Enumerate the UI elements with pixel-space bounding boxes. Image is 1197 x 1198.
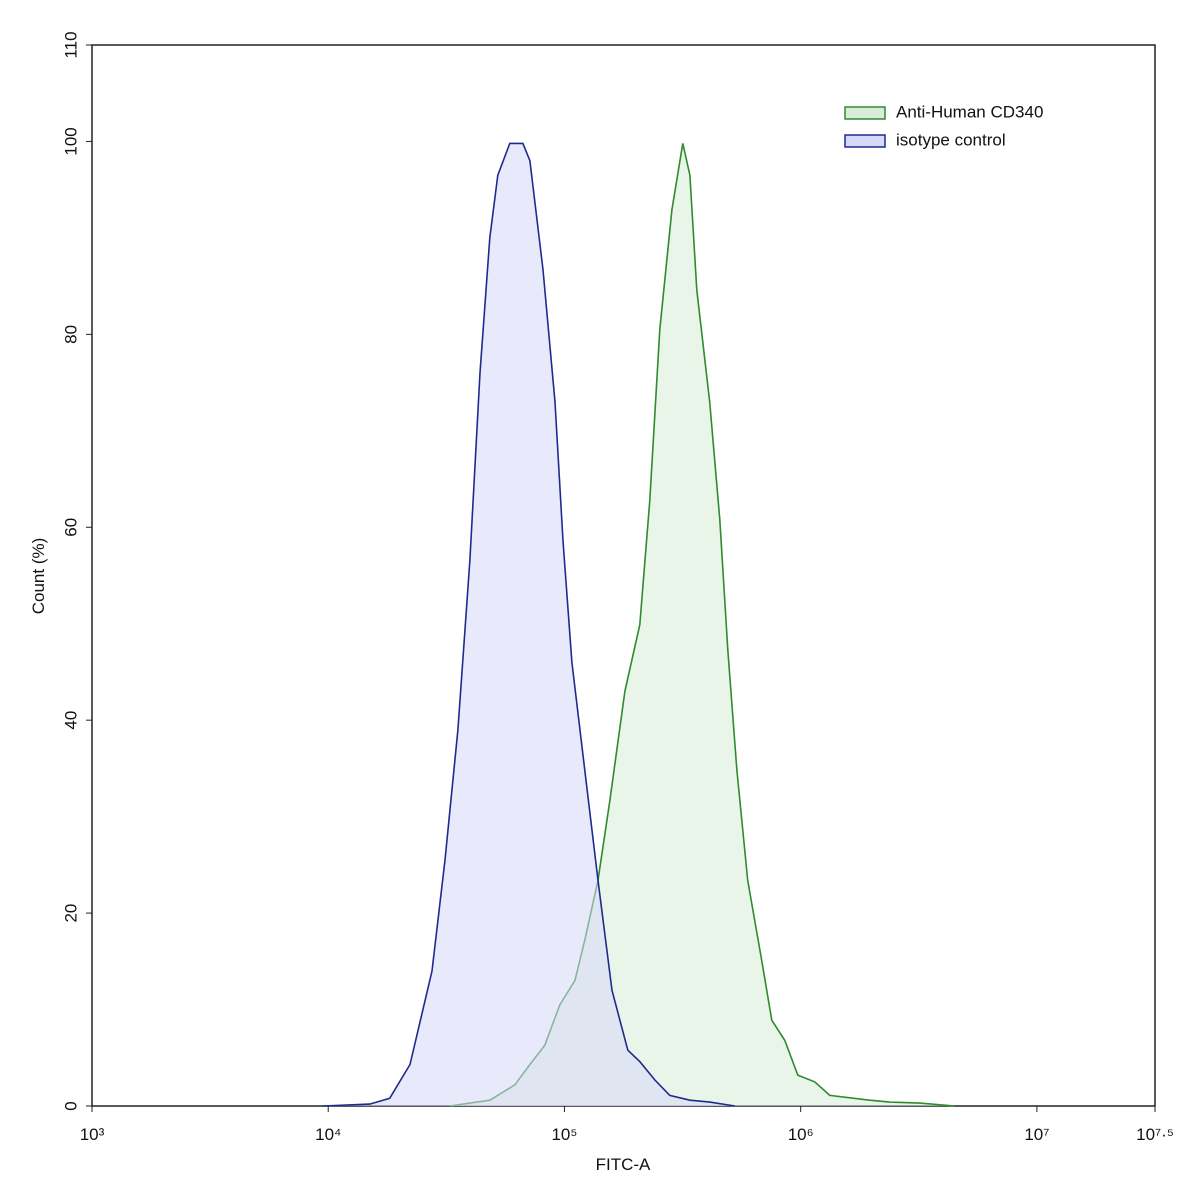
y-tick-label: 110: [61, 31, 80, 58]
legend-swatch: [844, 134, 886, 148]
x-tick-label: 10⁶: [788, 1125, 814, 1144]
area: [323, 143, 735, 1106]
y-tick-label: 0: [61, 1101, 80, 1110]
x-tick-label: 10⁷: [1024, 1125, 1049, 1144]
x-tick-label: 10³: [80, 1125, 105, 1144]
y-tick-label: 40: [61, 711, 80, 730]
x-tick-label: 10⁴: [315, 1125, 341, 1144]
area: [449, 143, 955, 1106]
y-tick-label: 20: [61, 904, 80, 923]
x-axis-label: FITC-A: [596, 1155, 651, 1174]
legend-label: isotype control: [896, 130, 1006, 149]
y-tick-label: 60: [61, 518, 80, 537]
legend-swatch: [844, 106, 886, 120]
x-tick-label: 10⁷·⁵: [1136, 1125, 1174, 1144]
y-tick-label: 100: [61, 127, 80, 155]
y-tick-label: 80: [61, 325, 80, 344]
line: [322, 142, 735, 1107]
legend-label: Anti-Human CD340: [896, 102, 1043, 121]
y-axis-label: Count (%): [29, 538, 48, 615]
x-tick-label: 10⁵: [551, 1125, 577, 1144]
